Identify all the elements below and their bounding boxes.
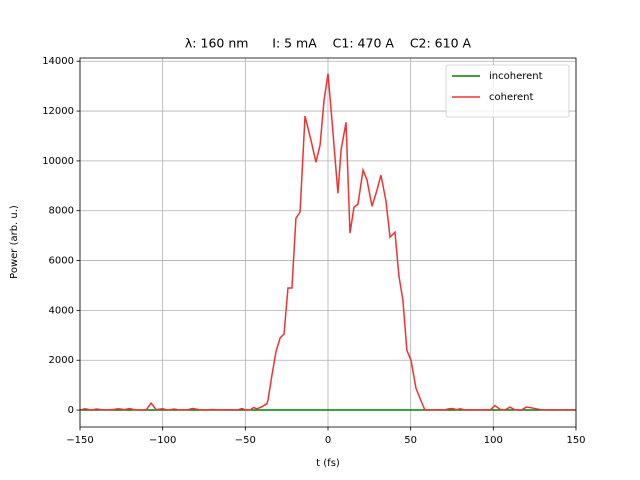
data-line — [79, 73, 577, 411]
x-tick-label: −50 — [235, 435, 256, 446]
y-axis-label: Power (arb. u.) — [9, 205, 20, 279]
y-tick-label: 12000 — [42, 106, 74, 117]
x-tick-label: −100 — [149, 435, 176, 446]
x-axis-label: t (fs) — [316, 458, 340, 469]
plot-frame — [79, 57, 577, 428]
x-tick-label: −150 — [66, 435, 93, 446]
y-tick-label: 4000 — [49, 305, 74, 316]
y-tick-label: 2000 — [49, 355, 74, 366]
y-tick-label: 6000 — [49, 256, 74, 267]
y-tick-label: 14000 — [42, 56, 74, 67]
chart-title: λ: 160 nm I: 5 mA C1: 470 A C2: 610 A — [185, 36, 472, 51]
legend-box — [445, 64, 570, 118]
x-tick-label: 100 — [484, 435, 503, 446]
y-tick-label: 8000 — [49, 206, 74, 217]
x-tick-label: 0 — [325, 435, 331, 446]
y-tick-label: 0 — [68, 405, 74, 416]
x-tick-label: 50 — [404, 435, 417, 446]
y-tick-label: 10000 — [42, 156, 74, 167]
legend-label: incoherent — [489, 71, 543, 82]
x-tick-label: 150 — [566, 435, 585, 446]
legend-label: coherent — [489, 92, 533, 103]
